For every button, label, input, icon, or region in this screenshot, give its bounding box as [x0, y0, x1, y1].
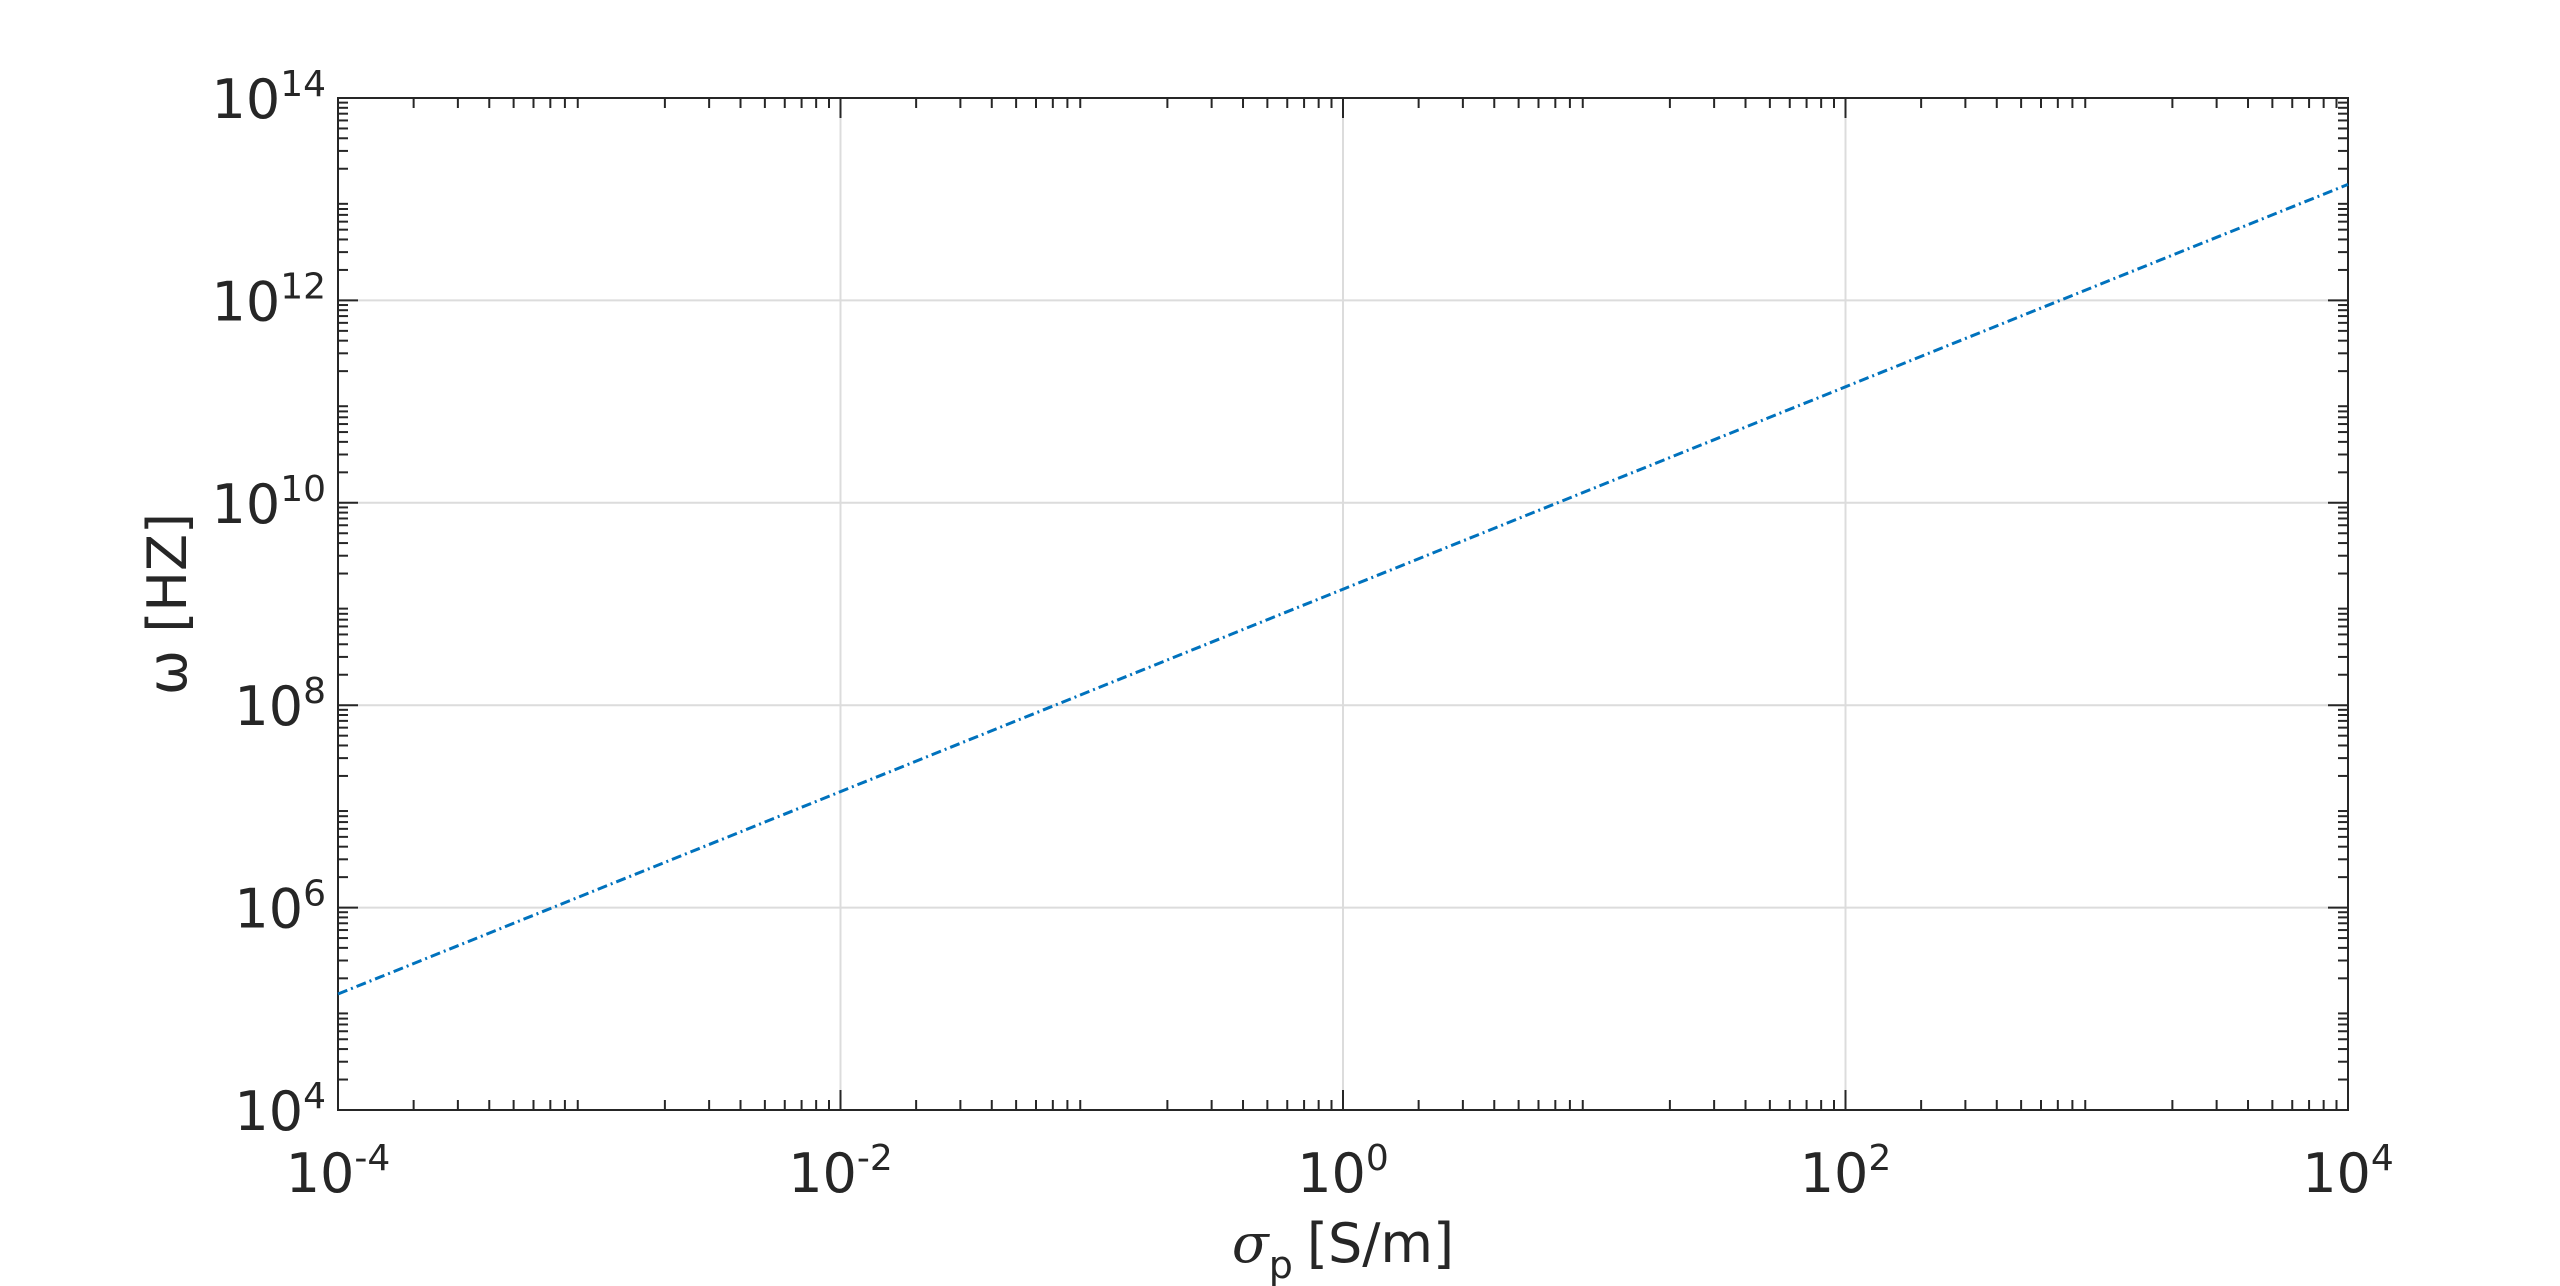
x-tick-label: 102: [1800, 1138, 1892, 1205]
y-tick-label: 1010: [211, 469, 326, 536]
x-label-symbol: σ: [1232, 1212, 1271, 1275]
y-tick-label: 108: [234, 671, 326, 738]
x-label-subscript: p: [1269, 1243, 1293, 1286]
data-line: [337, 183, 2349, 996]
y-tick-exponent: 6: [303, 874, 326, 915]
x-tick-base: 10: [2302, 1142, 2371, 1205]
x-label-unit: [S/m]: [1307, 1212, 1454, 1275]
y-tick-label: 104: [234, 1076, 326, 1143]
y-tick-base: 10: [234, 878, 303, 941]
y-tick-exponent: 14: [280, 64, 326, 105]
y-tick-label: 106: [234, 874, 326, 941]
y-tick-base: 10: [234, 1080, 303, 1143]
x-tick-exponent: 4: [2371, 1138, 2394, 1179]
y-axis-label: ω [HZ]: [136, 513, 199, 695]
y-tick-exponent: 4: [303, 1076, 326, 1117]
x-tick-exponent: -4: [354, 1138, 390, 1179]
x-tick-label: 10-2: [788, 1138, 893, 1205]
x-tick-exponent: -2: [857, 1138, 893, 1179]
x-tick-label: 100: [1297, 1138, 1389, 1205]
y-tick-exponent: 10: [280, 469, 326, 510]
y-tick-exponent: 8: [303, 671, 326, 712]
x-tick-label: 10-4: [286, 1138, 391, 1205]
y-tick-label: 1014: [211, 64, 326, 131]
y-tick-base: 10: [211, 473, 280, 536]
x-tick-base: 10: [286, 1142, 355, 1205]
x-tick-exponent: 2: [1868, 1138, 1891, 1179]
x-tick-base: 10: [1800, 1142, 1869, 1205]
x-tick-label: 104: [2302, 1138, 2394, 1205]
y-tick-base: 10: [211, 68, 280, 131]
x-axis-label: σp [S/m]: [1232, 1212, 1454, 1286]
x-tick-base: 10: [788, 1142, 857, 1205]
y-tick-base: 10: [234, 675, 303, 738]
y-tick-exponent: 12: [280, 266, 326, 307]
plot-frame: [337, 97, 2349, 1111]
x-tick-exponent: 0: [1366, 1138, 1389, 1179]
x-tick-base: 10: [1297, 1142, 1366, 1205]
y-tick-base: 10: [211, 270, 280, 333]
y-tick-label: 1012: [211, 266, 326, 333]
